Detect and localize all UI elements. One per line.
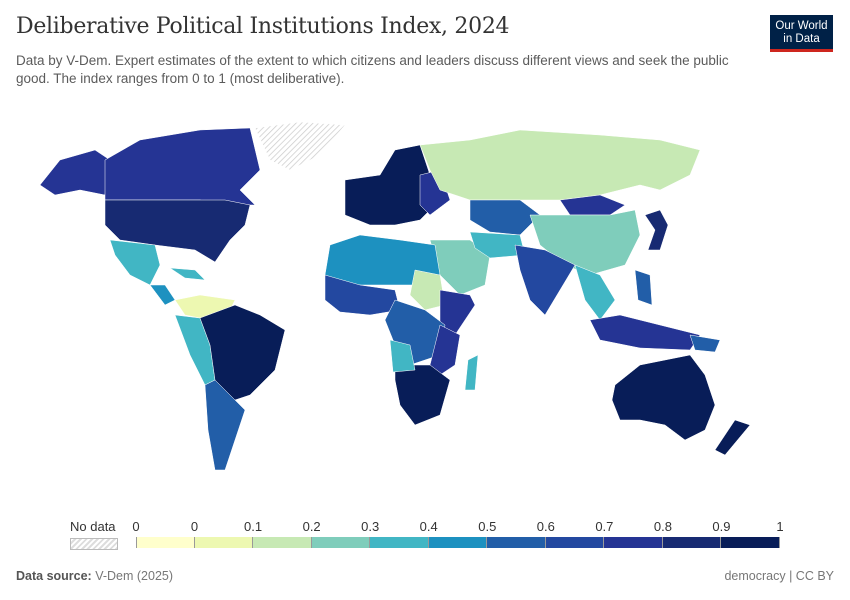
footer-license[interactable]: democracy | CC BY — [724, 569, 834, 583]
legend-bin[interactable] — [545, 537, 605, 548]
region-mexico[interactable] — [109, 239, 161, 286]
region-alaska[interactable] — [39, 149, 111, 196]
logo-line-2: in Data — [783, 33, 820, 45]
region-angola[interactable] — [389, 339, 416, 373]
legend-bin[interactable] — [428, 537, 488, 548]
region-southern-africa[interactable] — [394, 364, 451, 426]
chart-subtitle: Data by V-Dem. Expert estimates of the e… — [16, 53, 729, 86]
region-usa[interactable] — [104, 199, 251, 263]
region-east-africa[interactable] — [429, 324, 461, 376]
legend-bin[interactable] — [136, 537, 195, 548]
world-map[interactable] — [0, 115, 850, 485]
region-west-africa[interactable] — [324, 274, 401, 316]
region-brazil[interactable] — [199, 304, 286, 401]
chart-title: Deliberative Political Institutions Inde… — [16, 14, 510, 39]
legend-bin[interactable] — [370, 537, 429, 548]
legend-tick-label: 0.2 — [302, 519, 321, 534]
region-india[interactable] — [514, 244, 576, 316]
legend-tick-label: 0.9 — [712, 519, 731, 534]
legend-no-data-swatch[interactable] — [70, 538, 118, 550]
legend-bin[interactable] — [311, 537, 371, 548]
region-indonesia[interactable] — [589, 314, 701, 351]
legend-tick-label: 0.5 — [478, 519, 497, 534]
legend-bin[interactable] — [487, 537, 546, 548]
legend-tick-label: 0.3 — [361, 519, 380, 534]
legend-tick-label: 1 — [776, 519, 784, 534]
region-australia[interactable] — [611, 354, 716, 441]
region-madagascar[interactable] — [464, 354, 479, 391]
region-russia[interactable] — [419, 129, 701, 201]
region-mongolia[interactable] — [559, 194, 626, 216]
legend-tick-label: 0.6 — [536, 519, 555, 534]
legend-tick-label: 0.4 — [419, 519, 438, 534]
region-philippines[interactable] — [634, 269, 653, 306]
owid-logo[interactable]: Our World in Data — [770, 15, 833, 52]
legend-tick-label: 0.8 — [653, 519, 672, 534]
legend-bin[interactable] — [721, 537, 780, 548]
region-canada[interactable] — [104, 127, 261, 206]
legend-tick-label: 0.1 — [244, 519, 263, 534]
region-greenland[interactable] — [254, 121, 346, 171]
legend-bin[interactable] — [194, 537, 254, 548]
source-link[interactable]: V-Dem (2025) — [95, 569, 174, 583]
legend-no-data-label: No data — [70, 519, 116, 534]
region-papua[interactable] — [689, 334, 721, 353]
region-central-america[interactable] — [149, 284, 176, 306]
region-central-asia[interactable] — [469, 199, 541, 236]
legend-bin[interactable] — [604, 537, 663, 548]
region-sudan[interactable] — [409, 269, 446, 311]
region-southern-cone[interactable] — [204, 379, 246, 471]
region-iran-afghanistan[interactable] — [469, 231, 526, 259]
legend-bin[interactable] — [662, 537, 722, 548]
region-southeast-asia[interactable] — [574, 264, 616, 321]
source-label: Data source: — [16, 569, 92, 583]
legend-tick-label: 0 — [190, 519, 199, 534]
region-caribbean[interactable] — [169, 267, 206, 281]
region-new-zealand[interactable] — [714, 419, 751, 456]
logo-line-1: Our World — [775, 20, 828, 32]
legend-bin[interactable] — [253, 537, 312, 548]
legend-tick-label: 0 — [132, 519, 140, 534]
legend-tick-label: 0.7 — [595, 519, 614, 534]
region-horn-africa[interactable] — [439, 289, 476, 336]
data-source: Data source: V-Dem (2025) — [16, 569, 173, 583]
region-japan-korea[interactable] — [644, 209, 669, 251]
